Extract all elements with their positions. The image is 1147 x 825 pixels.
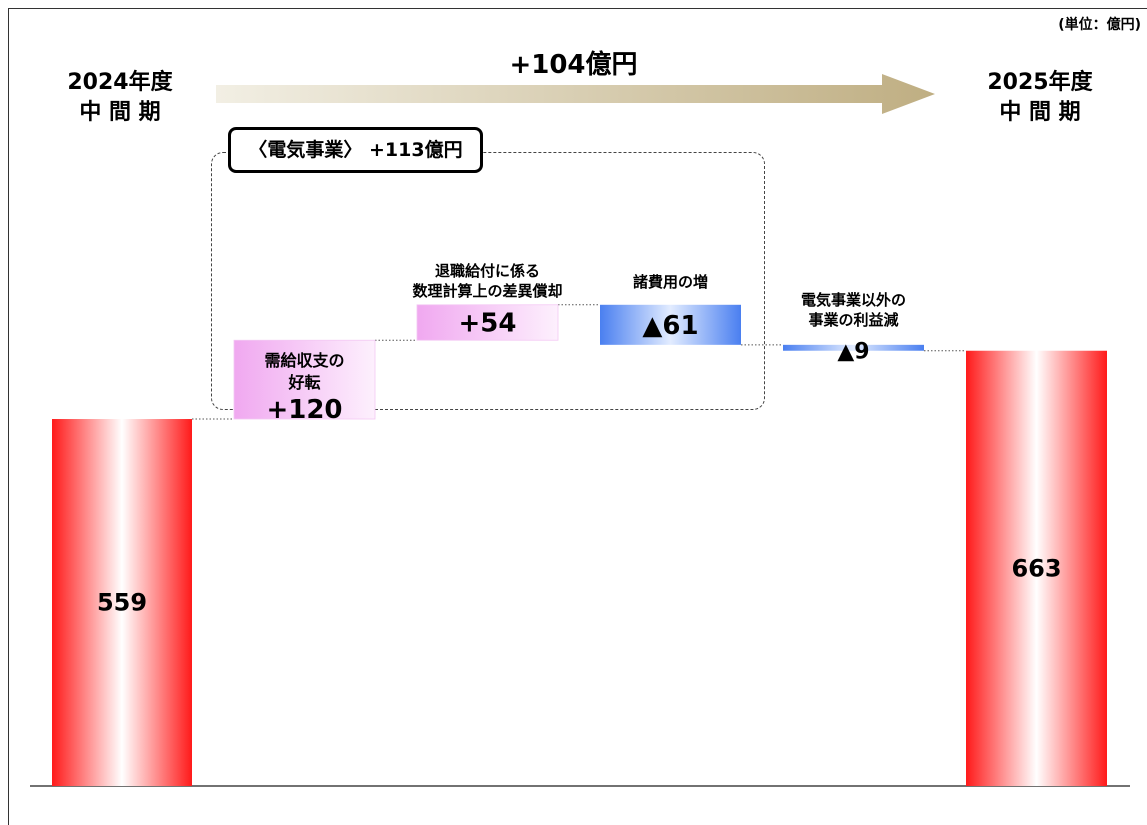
start-period-label: 2024年度 中 間 期 — [40, 68, 200, 128]
step-label-supply-1: 需給収支の — [264, 351, 344, 370]
start-period-term: 中 間 期 — [79, 100, 161, 125]
electric-segment-box — [211, 152, 765, 410]
value-label-start: 559 — [97, 589, 147, 617]
electric-segment-label: 〈電気事業〉 +113億円 — [228, 127, 483, 173]
end-period-label: 2025年度 中 間 期 — [960, 68, 1120, 128]
bar-expense — [600, 304, 741, 345]
unit-label: (単位：億円) — [1058, 17, 1141, 33]
bar-retire — [416, 304, 559, 341]
bar-end — [966, 350, 1107, 786]
end-period-term: 中 間 期 — [999, 100, 1081, 125]
bar-start — [52, 419, 192, 786]
bar-supply — [233, 339, 376, 420]
value-label-expense: ▲61 — [642, 311, 698, 341]
value-label-end: 663 — [1011, 554, 1061, 582]
value-label-retire: +54 — [459, 309, 517, 339]
chart-frame — [8, 8, 1147, 825]
start-period-year: 2024年度 — [67, 70, 173, 95]
bar-nonelec — [783, 344, 924, 351]
step-label-supply-2: 好転 — [287, 373, 320, 392]
total-change-label: +104億円 — [509, 50, 638, 80]
step-label-retire-1: 退職給付に係る — [435, 262, 540, 280]
step-label-expense-1: 諸費用の増 — [633, 273, 708, 291]
step-label-retire-2: 数理計算上の差異償却 — [412, 282, 562, 300]
value-label-supply: +120 — [266, 395, 342, 425]
total-change-arrow — [216, 74, 935, 114]
end-period-year: 2025年度 — [987, 70, 1093, 95]
step-label-nonelec-2: 事業の利益減 — [808, 311, 898, 329]
step-label-nonelec-1: 電気事業以外の — [801, 291, 906, 309]
value-label-nonelec: ▲9 — [837, 340, 869, 365]
